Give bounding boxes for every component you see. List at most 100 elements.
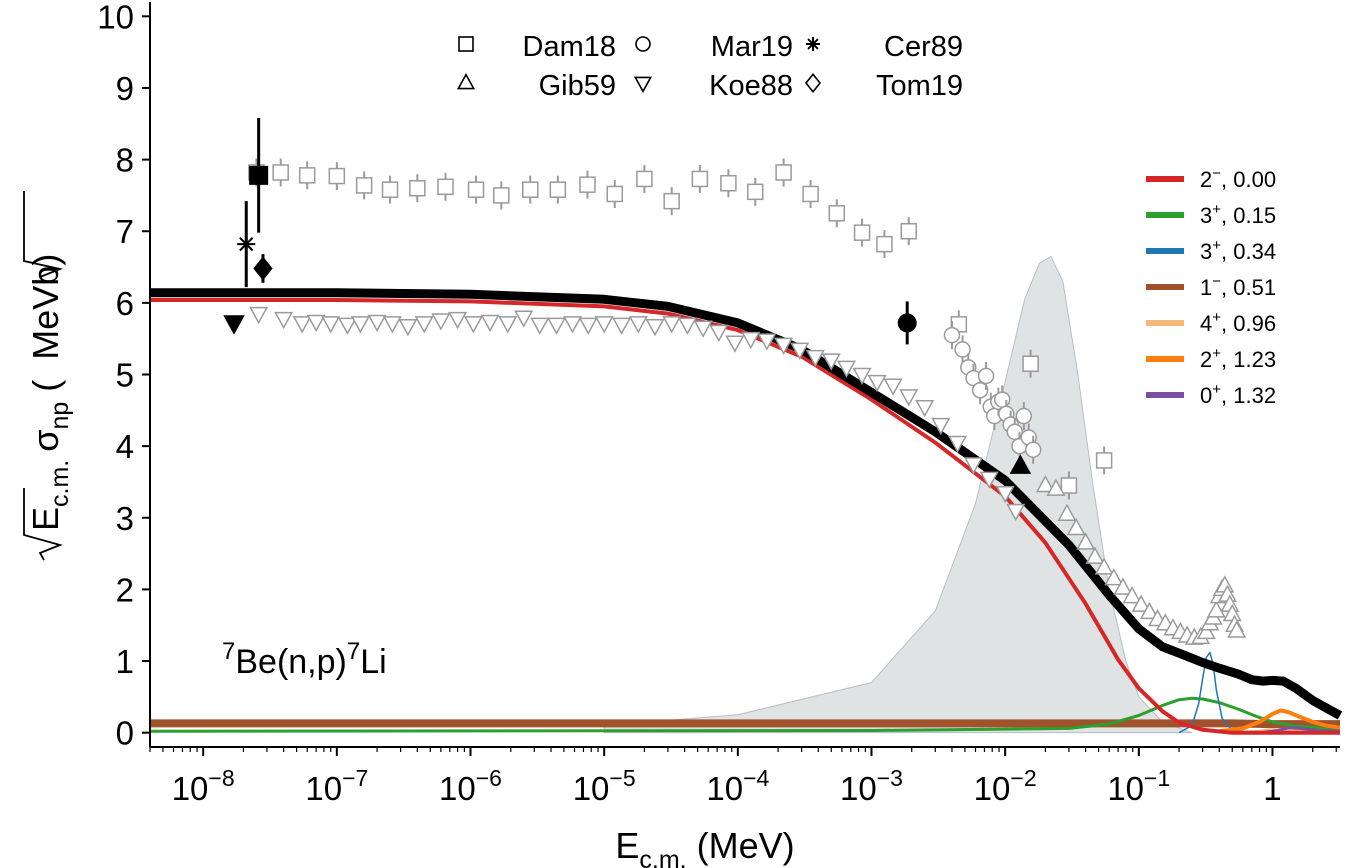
point-koe88 <box>321 316 341 334</box>
point-dam18 <box>828 205 846 222</box>
x-tick-base: 10 <box>305 770 342 807</box>
y-tick-label: 1 <box>116 643 134 680</box>
point-dam18 <box>853 224 871 241</box>
highlight-point-cer89 <box>237 235 256 254</box>
point-koe88 <box>725 335 745 353</box>
point-dam18 <box>437 178 454 196</box>
point-koe88 <box>498 316 518 334</box>
point-dam18 <box>1022 355 1039 373</box>
state-parity: + <box>1212 201 1221 218</box>
point-gib59 <box>1076 532 1096 550</box>
y-label-main: E <box>25 507 66 531</box>
y-label-unit-rad: MeV <box>25 286 66 360</box>
y-tick-label: 6 <box>116 285 134 322</box>
curve-3-0-15 <box>149 696 1341 733</box>
y-label-unit-sqrt <box>23 191 64 284</box>
y-label-unit-pre: ( <box>25 380 66 392</box>
x-tick-exponent: −1 <box>1144 765 1170 791</box>
point-gib59 <box>1139 601 1159 620</box>
point-mar19 <box>977 367 995 385</box>
point-mar19 <box>954 341 971 358</box>
state-spin: 0 <box>1200 383 1212 408</box>
point-koe88 <box>578 317 598 335</box>
y-tick-label: 10 <box>97 0 134 35</box>
point-dam18 <box>775 164 792 181</box>
legend-item-gib59: Gib59 <box>456 70 616 102</box>
point-koe88 <box>480 314 500 333</box>
point-gib59 <box>1085 546 1105 564</box>
x-tick-exponent: −7 <box>342 765 368 791</box>
legend-label: Cer89 <box>884 31 963 63</box>
legend-state-2: 3+, 0.34 <box>1146 237 1276 264</box>
x-tick-label: 10−2 <box>974 765 1037 807</box>
axes <box>149 2 1340 748</box>
point-gib59 <box>1227 620 1247 638</box>
point-koe88 <box>915 399 935 418</box>
point-mar19 <box>993 391 1011 408</box>
point-dam18 <box>328 167 346 185</box>
series-koe88 <box>249 306 1026 522</box>
reaction-end: Li <box>360 643 386 681</box>
point-gib59 <box>1113 577 1133 595</box>
legend-item-koe88: Koe88 <box>633 70 793 102</box>
highlight-point-tom19 <box>253 256 273 281</box>
state-parity: + <box>1212 381 1221 398</box>
x-label-unit: (MeV) <box>697 825 795 866</box>
point-dam18 <box>1060 477 1078 494</box>
point-dam18 <box>409 180 426 197</box>
state-spin: 4 <box>1200 311 1212 336</box>
state-parity: − <box>1212 165 1221 182</box>
point-dam18 <box>802 185 819 203</box>
state-energy: , 0.00 <box>1221 167 1276 192</box>
x-tick-label: 10−5 <box>573 765 636 807</box>
point-koe88 <box>530 317 550 335</box>
point-gib59 <box>1066 517 1086 536</box>
state-parity: + <box>1212 237 1221 254</box>
y-label-sigma: σ <box>25 430 66 452</box>
legend-data: Dam18 Mar19 Cer89 Gib59 Koe88 Tom19 <box>456 31 963 102</box>
point-mar19 <box>1024 441 1042 458</box>
point-koe88 <box>883 378 903 396</box>
state-energy: , 0.51 <box>1221 275 1276 300</box>
point-koe88 <box>693 320 713 338</box>
point-koe88 <box>594 316 614 334</box>
legend-marker-gib59 <box>456 72 476 90</box>
point-gib59 <box>1122 586 1142 604</box>
point-mar19 <box>1015 407 1033 425</box>
point-koe88 <box>931 417 951 436</box>
highlight-point-gib59 <box>1009 454 1032 474</box>
state-energy: , 1.32 <box>1221 383 1276 408</box>
point-dam18 <box>720 174 737 192</box>
y-axis-label: Ec.m.σnp(MeVb) <box>23 191 74 561</box>
point-gib59 <box>1104 568 1124 586</box>
shaded-region <box>603 255 1193 734</box>
x-tick-exponent: −6 <box>476 765 502 791</box>
point-koe88 <box>546 317 567 335</box>
highlight-point-koe88 <box>223 315 245 335</box>
legend-label: Dam18 <box>523 31 617 63</box>
point-dam18 <box>606 185 624 203</box>
x-tick-label: 10−4 <box>706 765 769 807</box>
shaded-distribution <box>603 255 1193 734</box>
legend-marker-tom19 <box>804 72 822 94</box>
point-koe88 <box>852 367 872 386</box>
point-gib59 <box>1046 478 1066 496</box>
x-tick-label: 10−7 <box>305 765 368 807</box>
point-gib59 <box>1035 474 1055 493</box>
point-koe88 <box>382 316 402 334</box>
x-tick-base: 10 <box>706 770 743 807</box>
legend-state-label: 3+, 0.15 <box>1200 201 1276 228</box>
highlighted-points <box>223 118 1032 474</box>
highlight-point-mar19 <box>897 313 917 333</box>
point-gib59 <box>1196 621 1216 640</box>
legend-item-mar19: Mar19 <box>635 31 793 63</box>
point-koe88 <box>867 374 887 393</box>
legend-marker-koe88 <box>633 76 653 94</box>
point-koe88 <box>677 317 697 335</box>
x-tick-exponent: −4 <box>743 765 769 791</box>
series-mar19 <box>943 321 1042 464</box>
point-dam18 <box>663 192 680 210</box>
state-spin: 2 <box>1200 347 1212 372</box>
series-dam18 <box>248 158 1113 500</box>
point-koe88 <box>836 360 857 378</box>
